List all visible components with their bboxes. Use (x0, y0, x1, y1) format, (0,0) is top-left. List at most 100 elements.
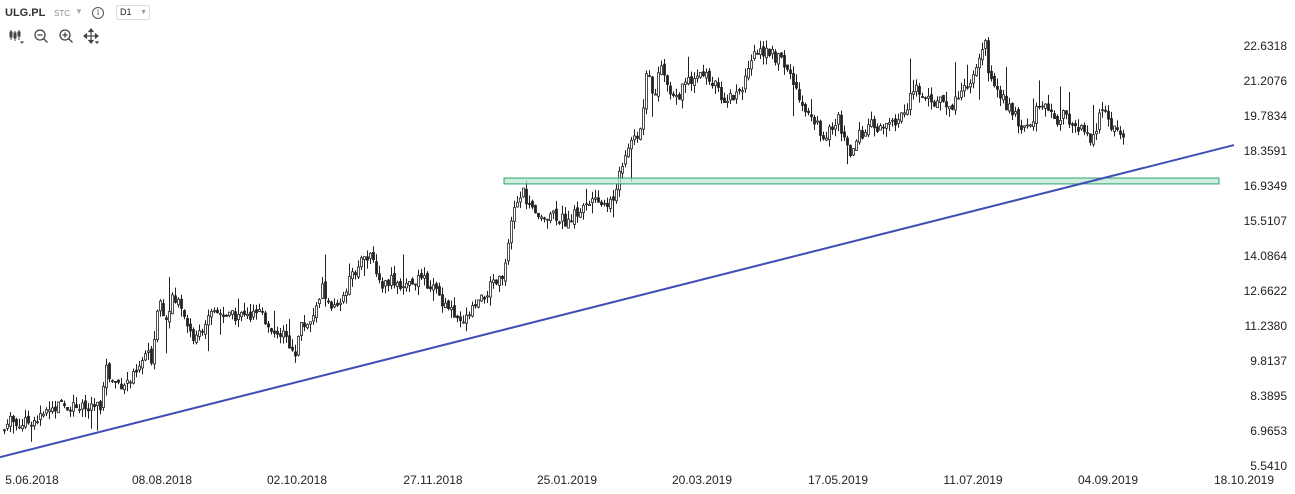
candle-body (57, 401, 60, 414)
candle-body (984, 40, 987, 49)
candle-body (1047, 103, 1050, 111)
candle-body (126, 379, 129, 384)
candle-body (810, 114, 813, 118)
candle-body (189, 323, 192, 332)
candle-body (33, 420, 36, 427)
candle-body (693, 78, 696, 86)
move-icon[interactable] (83, 28, 100, 44)
candle-body (417, 275, 420, 288)
candle-body (516, 202, 519, 208)
candle-body (267, 323, 270, 328)
candle-body (456, 315, 459, 319)
candle-body (1026, 124, 1029, 127)
zoom-out-icon[interactable] (33, 28, 49, 44)
candle-body (1107, 110, 1110, 120)
candle-body (939, 96, 942, 103)
candle-body (327, 300, 330, 303)
candle-body (144, 353, 147, 361)
candle-body (132, 371, 135, 384)
candle-body (537, 212, 540, 218)
candle-body (600, 201, 603, 206)
candle-body (981, 49, 984, 61)
candle-body (702, 71, 705, 77)
candle-body (762, 46, 765, 57)
symbol-label[interactable]: ULG.PL (5, 7, 46, 19)
candle-body (630, 139, 633, 150)
candle-body (18, 426, 21, 429)
candle-body (429, 286, 432, 290)
candle-body (198, 330, 201, 337)
candle-body (990, 70, 993, 80)
candle-body (954, 96, 957, 111)
candle-body (30, 424, 33, 427)
candle-body (576, 207, 579, 217)
candle-body (972, 74, 975, 84)
candle-body (90, 403, 93, 411)
candle-body (726, 100, 729, 104)
candle-body (432, 284, 435, 291)
candle-body (318, 299, 321, 305)
candle-body (39, 413, 42, 420)
candle-body (603, 202, 606, 205)
candle-body (978, 57, 981, 69)
candle-body (543, 217, 546, 220)
date-axis: 5.06.2018 08.08.2018 02.10.2018 27.11.2018 2… (5, 473, 1274, 487)
candle-body (468, 314, 471, 317)
candle-body (579, 211, 582, 218)
candle-body (426, 272, 429, 289)
candle-body (1077, 127, 1080, 132)
candle-body (573, 209, 576, 225)
candle-body (744, 75, 747, 90)
candle-body (9, 415, 12, 427)
drawings-layer (0, 144, 1235, 459)
chevron-down-icon[interactable]: ▼ (75, 7, 83, 16)
candle-body (774, 51, 777, 63)
candle-body (435, 283, 438, 289)
candles-icon[interactable] (8, 28, 25, 44)
candle-body (246, 313, 249, 317)
candle-body (93, 404, 96, 408)
candle-body (237, 313, 240, 320)
candle-body (951, 104, 954, 110)
candle-body (357, 266, 360, 278)
candle-body (570, 220, 573, 223)
price-tick-label: 6.9653 (1250, 424, 1287, 438)
candle-body (354, 272, 357, 276)
candle-body (636, 135, 639, 139)
candles-layer (3, 37, 1125, 442)
candle-body (531, 200, 534, 208)
candle-body (141, 360, 144, 369)
candle-body (1056, 115, 1059, 125)
candle-body (834, 125, 837, 130)
candle-body (465, 314, 468, 324)
candle-body (783, 55, 786, 68)
date-tick-label: 5.06.2018 (5, 473, 59, 487)
candle-body (459, 316, 462, 322)
candle-body (300, 322, 303, 336)
candle-body (813, 116, 816, 125)
price-tick-label: 18.3591 (1244, 144, 1288, 158)
candle-body (213, 310, 216, 313)
candle-body (423, 275, 426, 279)
candle-body (897, 119, 900, 124)
candle-body (492, 279, 495, 284)
info-icon[interactable]: i (92, 7, 104, 19)
candle-body (855, 140, 858, 151)
zoom-in-icon[interactable] (58, 28, 74, 44)
candle-body (201, 330, 204, 333)
candle-body (657, 72, 660, 97)
candle-body (561, 213, 564, 222)
candle-body (741, 90, 744, 93)
candle-body (1053, 113, 1056, 119)
candle-body (180, 298, 183, 309)
candle-body (375, 261, 378, 275)
candle-body (135, 369, 138, 373)
interval-select[interactable]: D1 ▼ (116, 5, 150, 20)
candle-body (1071, 123, 1074, 126)
candle-body (363, 256, 366, 260)
candle-body (258, 309, 261, 312)
candle-body (816, 120, 819, 123)
candle-body (390, 275, 393, 286)
exchange-label[interactable]: STC (54, 9, 70, 18)
